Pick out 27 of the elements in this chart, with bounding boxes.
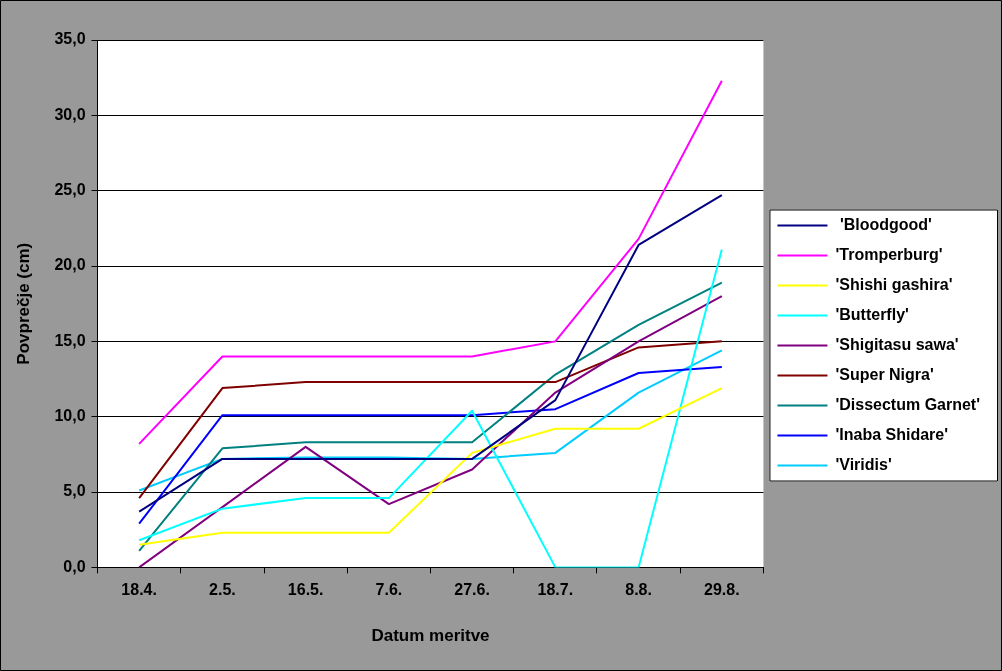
- x-tick-label: 8.8.: [625, 581, 652, 599]
- legend-label: 'Shishi gashira': [835, 275, 953, 293]
- y-tick-label: 0,0: [63, 557, 86, 575]
- x-tick-label: 16.5.: [287, 581, 324, 599]
- legend-label: 'Tromperburg': [835, 245, 943, 263]
- x-tick-label: 7.6.: [375, 581, 403, 599]
- legend-label: 'Viridis': [835, 455, 892, 473]
- y-tick-label: 35,0: [54, 30, 86, 48]
- y-axis-title: Povprečje (cm): [13, 242, 33, 365]
- legend-label: 'Butterfly': [835, 305, 909, 323]
- x-tick-label: 18.7.: [537, 581, 574, 599]
- legend-label: 'Super Nigra': [835, 365, 934, 383]
- x-tick-label: 27.6.: [454, 581, 490, 599]
- legend-label: 'Bloodgood': [835, 215, 932, 233]
- x-tick-label: 2.5.: [209, 581, 236, 599]
- x-tick-label: 29.8.: [704, 581, 740, 599]
- x-tick-label: 18.4.: [121, 581, 157, 599]
- x-axis-title: Datum meritve: [371, 626, 490, 646]
- legend-label: 'Dissectum Garnet': [835, 395, 980, 413]
- y-tick-label: 20,0: [54, 256, 86, 274]
- legend-label: 'Shigitasu sawa': [835, 335, 959, 353]
- y-tick-label: 25,0: [54, 181, 86, 199]
- y-tick-label: 30,0: [54, 105, 86, 123]
- y-tick-label: 15,0: [54, 331, 86, 349]
- y-tick-label: 5,0: [63, 482, 86, 500]
- legend-label: 'Inaba Shidare': [835, 425, 948, 443]
- y-tick-label: 10,0: [54, 407, 86, 425]
